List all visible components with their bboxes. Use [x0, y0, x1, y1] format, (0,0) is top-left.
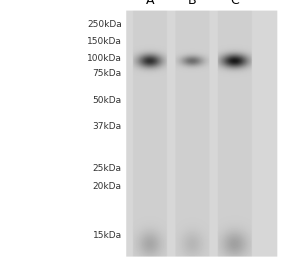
Text: 15kDa: 15kDa — [93, 231, 122, 240]
Text: 75kDa: 75kDa — [93, 69, 122, 78]
Text: C: C — [231, 0, 239, 7]
Text: A: A — [146, 0, 154, 7]
Text: 100kDa: 100kDa — [87, 54, 122, 63]
Text: B: B — [188, 0, 197, 7]
Text: 20kDa: 20kDa — [93, 182, 122, 191]
Text: 50kDa: 50kDa — [93, 96, 122, 105]
Text: 37kDa: 37kDa — [93, 122, 122, 131]
Text: 150kDa: 150kDa — [87, 37, 122, 46]
Text: 250kDa: 250kDa — [87, 20, 122, 29]
Text: 25kDa: 25kDa — [93, 164, 122, 173]
